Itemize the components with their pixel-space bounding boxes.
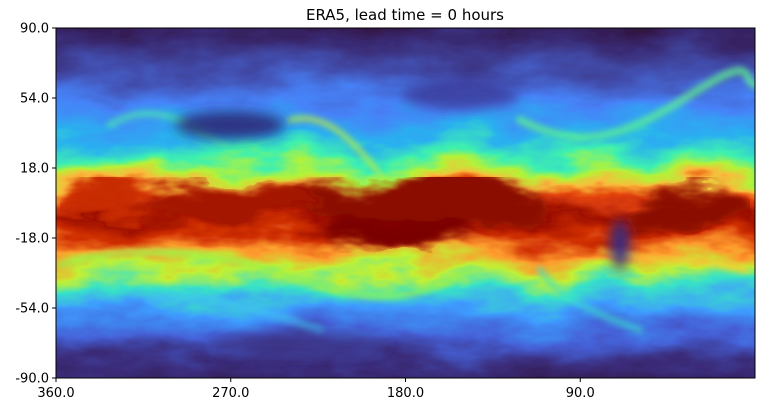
y-tick-label: 90.0 <box>20 22 49 37</box>
y-tick-label: -90.0 <box>15 372 49 387</box>
y-tick-label: 54.0 <box>20 92 49 107</box>
x-tick-label: 90.0 <box>566 386 595 401</box>
y-axis: 90.0 54.0 18.0 -18.0 -54.0 -90.0 <box>15 22 56 387</box>
x-axis: 360.0 270.0 180.0 90.0 <box>37 378 595 401</box>
x-tick-label: 270.0 <box>212 386 249 401</box>
x-tick-label: 360.0 <box>37 386 74 401</box>
y-tick-label: 18.0 <box>20 162 49 177</box>
heatmap-field <box>56 28 755 378</box>
y-tick-label: -54.0 <box>15 302 49 317</box>
chart-title: ERA5, lead time = 0 hours <box>306 6 504 24</box>
y-tick-label: -18.0 <box>15 232 49 247</box>
x-tick-label: 180.0 <box>387 386 424 401</box>
